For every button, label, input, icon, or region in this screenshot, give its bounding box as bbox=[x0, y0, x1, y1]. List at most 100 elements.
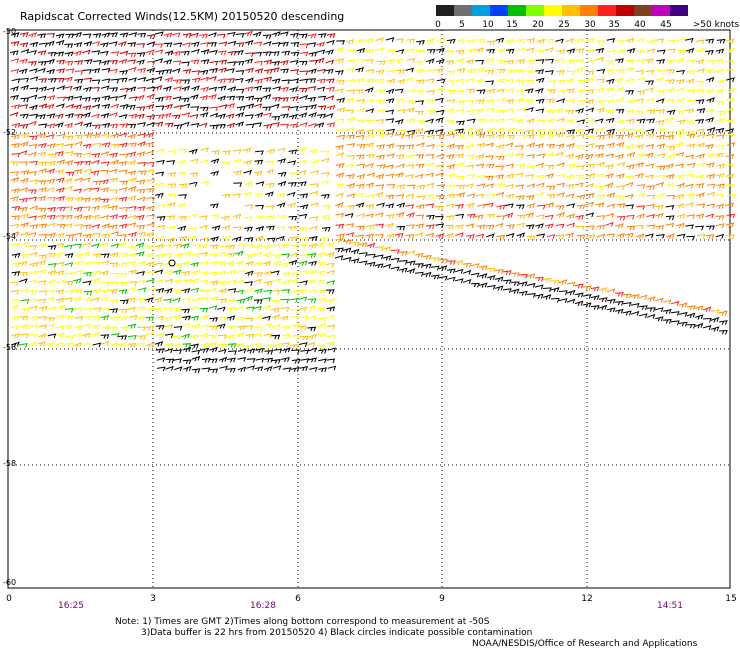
wind-barb bbox=[465, 109, 475, 115]
wind-barb bbox=[615, 222, 624, 229]
wind-barb bbox=[109, 87, 119, 92]
wind-barb bbox=[29, 179, 38, 185]
wind-barb bbox=[375, 129, 385, 135]
wind-barb bbox=[636, 118, 646, 124]
wind-barb bbox=[585, 182, 594, 188]
wind-barb bbox=[291, 358, 301, 364]
wind-barb bbox=[253, 342, 263, 348]
wind-barb bbox=[317, 95, 327, 101]
wind-barb bbox=[208, 305, 218, 311]
wind-barb bbox=[606, 49, 616, 55]
wind-barb bbox=[210, 214, 220, 219]
wind-barb bbox=[56, 85, 66, 91]
wind-barb bbox=[366, 242, 376, 249]
wind-barb bbox=[324, 112, 334, 118]
wind-barb bbox=[306, 305, 316, 311]
wind-barb bbox=[276, 226, 286, 231]
wind-barb bbox=[486, 267, 496, 273]
wind-barb bbox=[289, 86, 299, 93]
wind-barb bbox=[73, 232, 83, 238]
wind-barb bbox=[456, 100, 465, 105]
wind-barb bbox=[235, 70, 245, 75]
wind-barb bbox=[137, 196, 146, 202]
wind-barb bbox=[382, 246, 392, 252]
wind-barb bbox=[208, 341, 218, 347]
wind-barb bbox=[576, 99, 586, 105]
wind-barb bbox=[19, 271, 29, 277]
wind-barb bbox=[506, 127, 515, 133]
wind-barb bbox=[280, 123, 290, 129]
wind-barb bbox=[37, 95, 47, 101]
wind-barb bbox=[82, 105, 92, 111]
wind-barb bbox=[566, 99, 576, 104]
wind-barb bbox=[136, 279, 146, 285]
wind-barb bbox=[9, 111, 19, 117]
wind-barb bbox=[426, 182, 435, 188]
wind-barb bbox=[145, 252, 155, 258]
wind-barb bbox=[375, 212, 384, 218]
wind-barb bbox=[516, 38, 525, 44]
wind-barb bbox=[485, 163, 495, 169]
wind-barb bbox=[209, 203, 219, 209]
wind-barb bbox=[135, 214, 145, 220]
x-tick-label: 3 bbox=[150, 594, 156, 604]
wind-barb bbox=[316, 242, 325, 248]
wind-barb bbox=[525, 79, 535, 85]
wind-barb bbox=[64, 76, 73, 82]
wind-barb bbox=[226, 260, 235, 266]
wind-barb bbox=[725, 133, 734, 139]
wind-barb bbox=[262, 87, 272, 93]
wind-barb bbox=[173, 289, 182, 294]
wind-barb bbox=[335, 118, 345, 124]
wind-barb bbox=[345, 163, 354, 169]
wind-barb bbox=[254, 192, 264, 198]
wind-barb bbox=[436, 78, 446, 84]
wind-barb bbox=[11, 341, 20, 348]
wind-barb bbox=[545, 133, 555, 139]
x-tick-label: 6 bbox=[295, 594, 301, 604]
wind-barb bbox=[146, 271, 156, 276]
wind-barb bbox=[405, 133, 415, 139]
wind-barb bbox=[365, 129, 375, 134]
wind-barb bbox=[356, 154, 365, 160]
wind-barb bbox=[154, 296, 163, 303]
wind-barb bbox=[556, 211, 565, 218]
wind-barb bbox=[101, 59, 110, 66]
wind-barb bbox=[686, 99, 696, 105]
wind-barb bbox=[675, 163, 685, 169]
wind-barb bbox=[74, 270, 83, 275]
wind-barb bbox=[515, 153, 524, 159]
wind-barb bbox=[406, 88, 416, 94]
wind-barb bbox=[9, 161, 19, 166]
wind-barb bbox=[464, 183, 474, 189]
wind-barb bbox=[635, 110, 644, 116]
wind-barb bbox=[496, 234, 506, 240]
wind-barb bbox=[475, 59, 485, 65]
wind-barb bbox=[118, 77, 128, 83]
wind-barb bbox=[299, 193, 309, 199]
wind-barb bbox=[636, 233, 645, 239]
wind-barb bbox=[28, 49, 37, 55]
wind-barb bbox=[291, 349, 300, 355]
wind-barb bbox=[496, 59, 506, 65]
wind-barb bbox=[235, 88, 245, 94]
wind-barb bbox=[475, 47, 485, 53]
wind-barb bbox=[536, 128, 546, 134]
wind-barb bbox=[10, 68, 20, 74]
wind-barb bbox=[485, 107, 495, 113]
wind-barb bbox=[365, 108, 375, 114]
wind-barb bbox=[127, 52, 137, 58]
wind-barb bbox=[109, 189, 119, 194]
wind-barb bbox=[178, 216, 187, 221]
wind-barb bbox=[188, 181, 198, 187]
wind-barb bbox=[335, 163, 345, 169]
wind-barb bbox=[217, 306, 226, 312]
wind-barb bbox=[586, 173, 596, 179]
wind-barb bbox=[516, 204, 525, 210]
wind-barb bbox=[19, 32, 29, 37]
wind-barb bbox=[82, 143, 92, 149]
wind-barb bbox=[172, 307, 182, 313]
wind-barb bbox=[405, 77, 414, 83]
wind-barb bbox=[496, 48, 506, 54]
wind-barb bbox=[575, 153, 584, 160]
